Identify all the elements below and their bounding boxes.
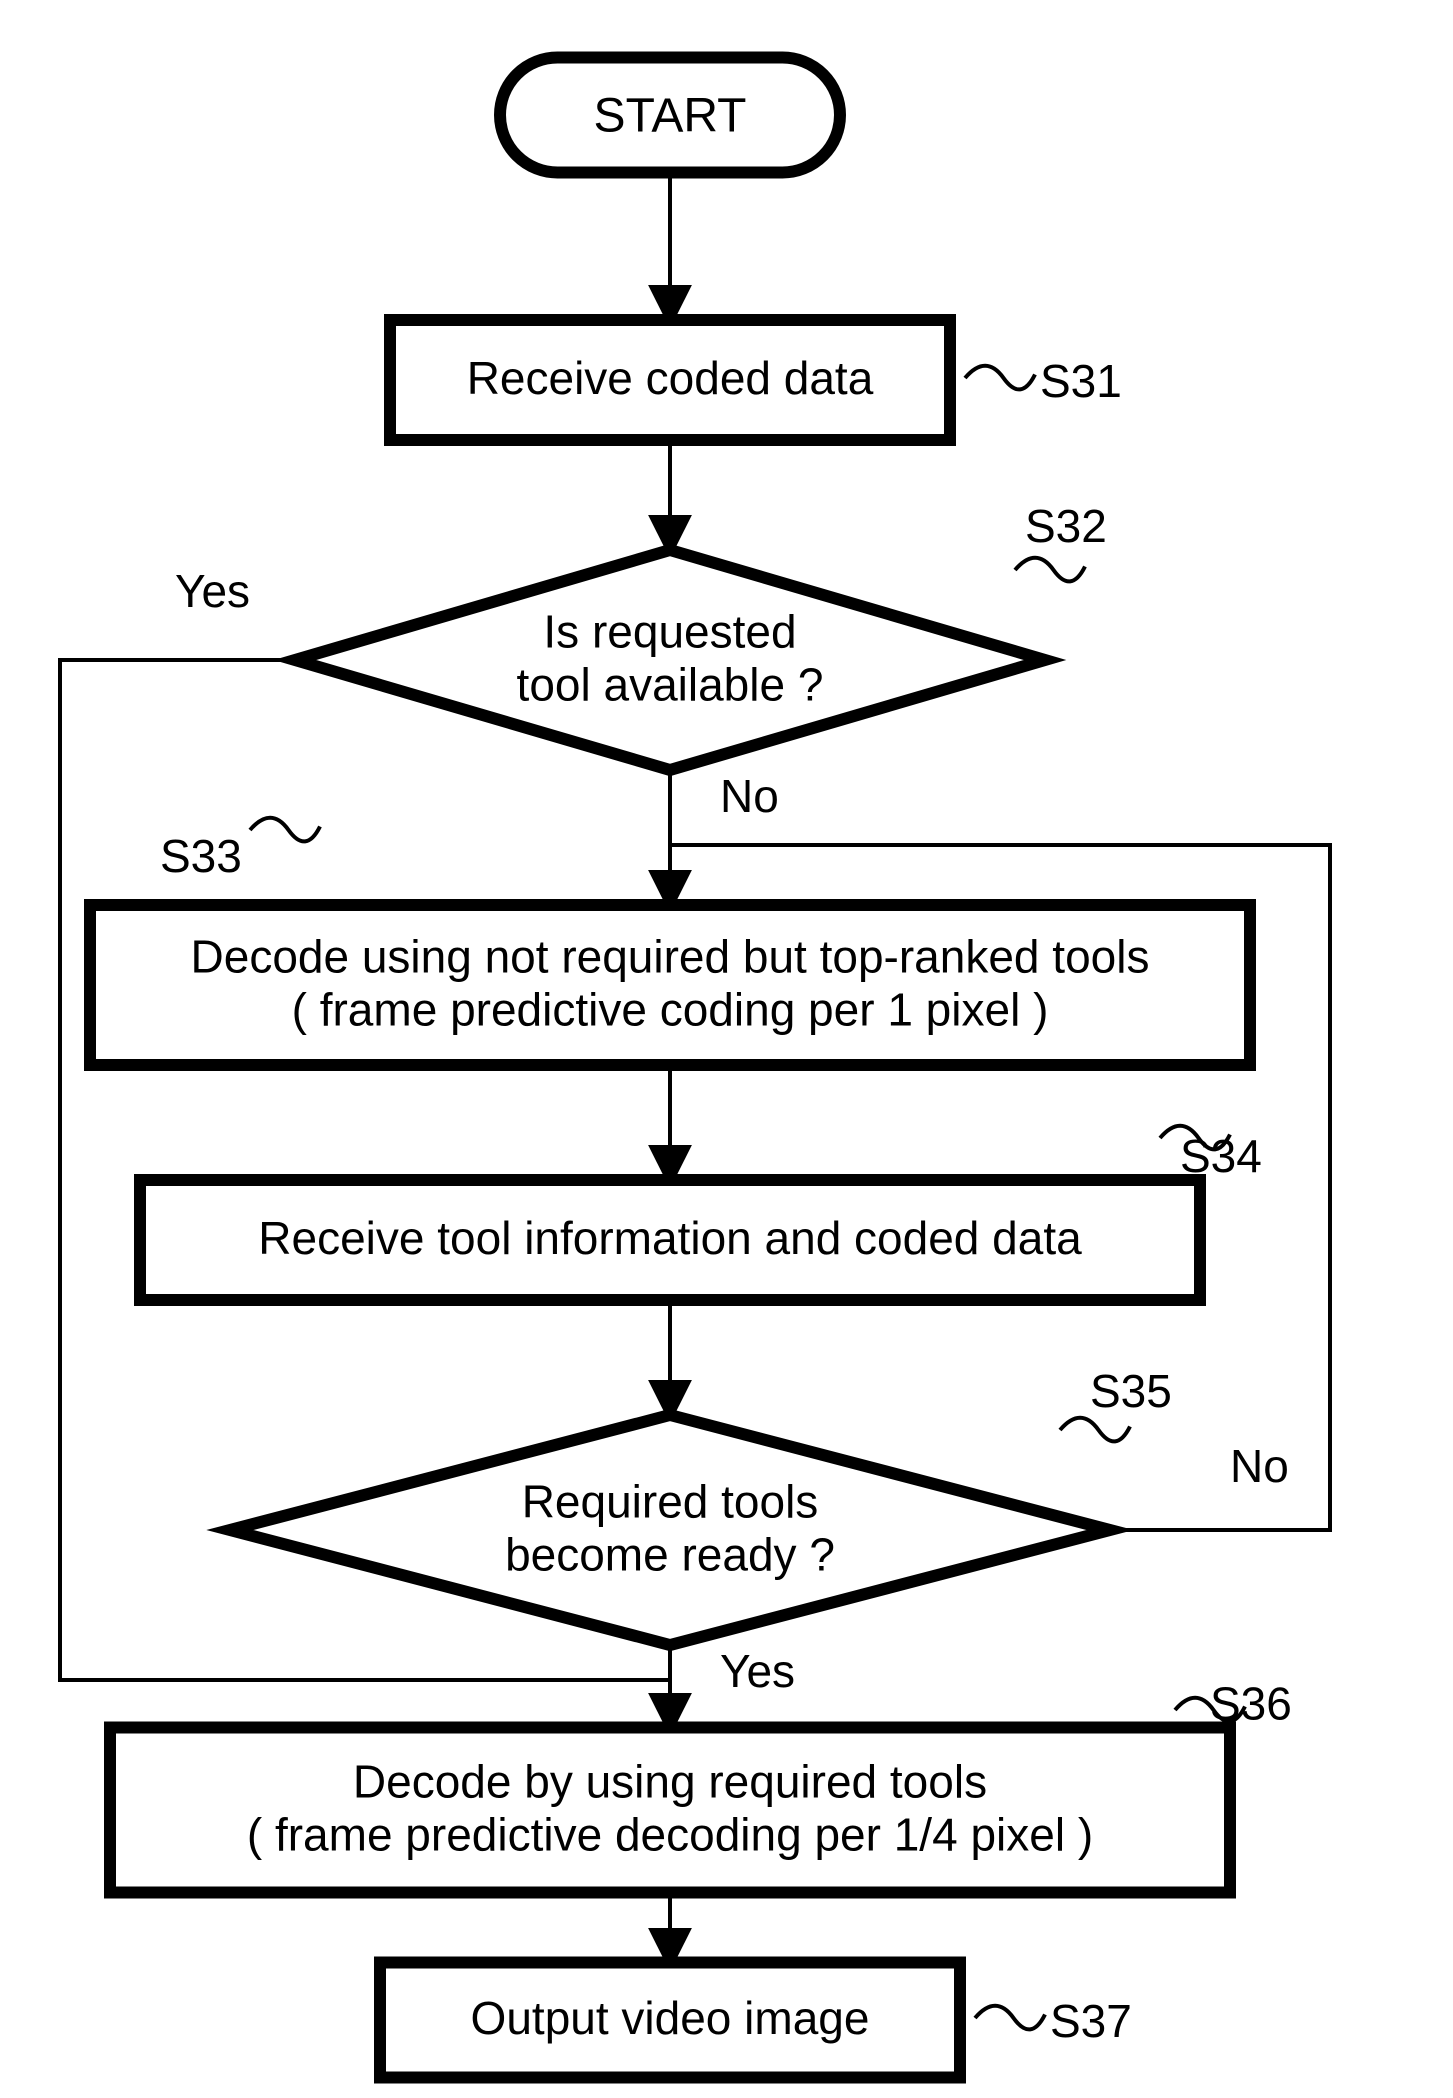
step-label-s35: S35 — [1090, 1365, 1172, 1417]
node-text: Decode using not required but top-ranked… — [191, 931, 1150, 983]
edge-label: No — [720, 770, 779, 822]
label-connector — [1060, 1418, 1130, 1442]
node-s35: Required toolsbecome ready ? S35 — [230, 1365, 1172, 1645]
node-start: START — [500, 58, 840, 173]
node-s32: Is requestedtool available ? S32 — [295, 500, 1107, 770]
step-label-s33: S33 — [160, 830, 242, 882]
node-s31: Receive coded data S31 — [390, 320, 1122, 440]
step-label-s32: S32 — [1025, 500, 1107, 552]
node-text: Required tools — [522, 1476, 819, 1528]
edge-label: No — [1230, 1440, 1289, 1492]
node-text: Output video image — [471, 1992, 870, 2044]
nodes-layer: START Receive coded data S31 Is requestedto… — [90, 58, 1292, 2078]
label-connector — [250, 818, 320, 842]
node-text: become ready ? — [505, 1529, 835, 1581]
label-connector — [975, 2006, 1045, 2030]
step-label-s37: S37 — [1050, 1995, 1132, 2047]
node-text: Receive tool information and coded data — [258, 1212, 1082, 1264]
node-text: Receive coded data — [467, 352, 874, 404]
label-connector — [1015, 558, 1085, 582]
node-text: tool available ? — [517, 659, 824, 711]
edge-label: Yes — [720, 1645, 795, 1697]
node-text: Is requested — [543, 606, 796, 658]
step-label-s36: S36 — [1210, 1678, 1292, 1730]
node-text: ( frame predictive coding per 1 pixel ) — [292, 984, 1049, 1036]
label-connector — [965, 366, 1035, 390]
node-s36: Decode by using required tools( frame pr… — [110, 1678, 1292, 1893]
node-s34: Receive tool information and coded data S… — [140, 1130, 1262, 1300]
step-label-s34: S34 — [1180, 1130, 1262, 1182]
step-label-s31: S31 — [1040, 355, 1122, 407]
node-text: Decode by using required tools — [353, 1756, 987, 1808]
node-s37: Output video image S37 — [380, 1963, 1132, 2078]
node-text: ( frame predictive decoding per 1/4 pixe… — [247, 1809, 1093, 1861]
edge-label: Yes — [175, 565, 250, 617]
start-label: START — [594, 90, 747, 143]
